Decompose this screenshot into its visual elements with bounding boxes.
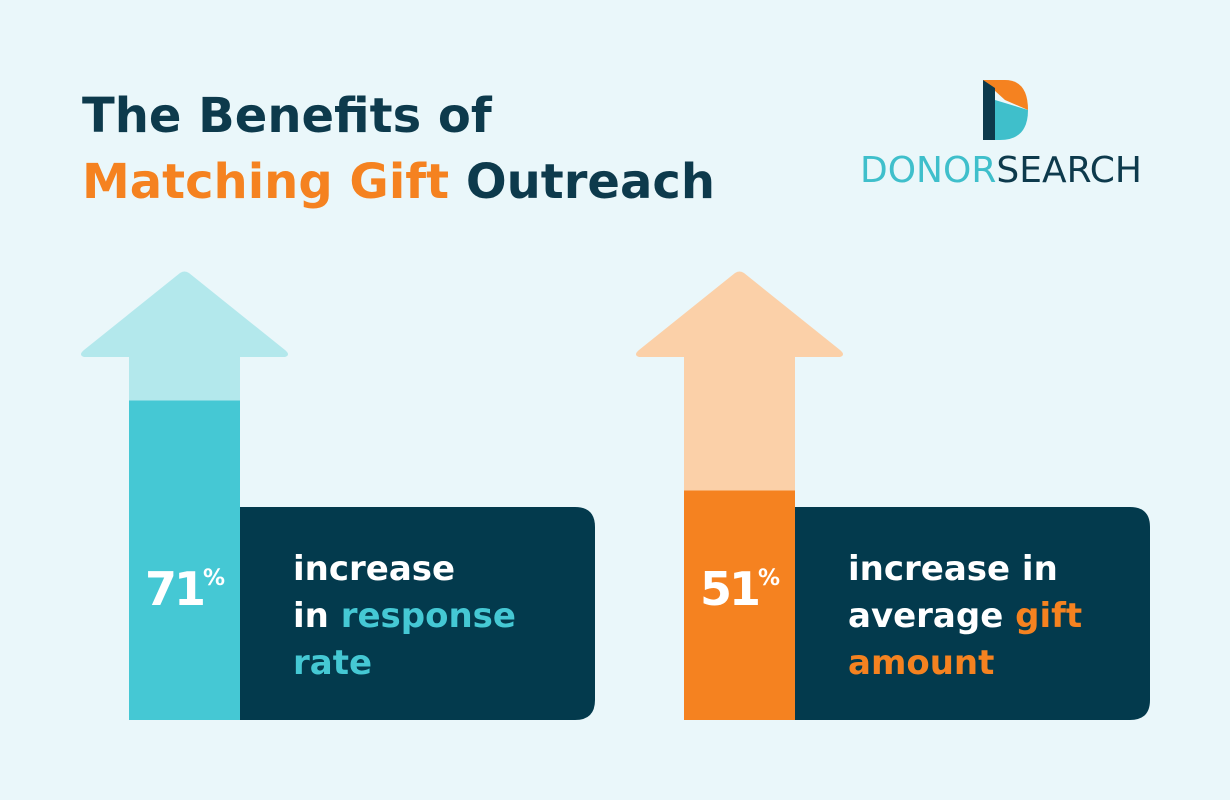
stat-description-segment: increase in <box>848 549 1058 589</box>
stat-description-line: increase <box>293 549 455 589</box>
stat-description-line: average gift <box>848 596 1082 636</box>
stat-value: 71 <box>145 562 203 616</box>
logo-icon <box>983 80 1028 140</box>
title-segment: The Benefits of <box>82 88 493 144</box>
stat-value: 51 <box>700 562 758 616</box>
stat-description-segment: amount <box>848 643 994 683</box>
stat-description-segment: gift <box>1015 596 1082 636</box>
title-segment: Outreach <box>449 154 715 210</box>
stat-number: 51% <box>700 562 780 616</box>
stat-unit: % <box>758 566 780 591</box>
logo-part: DONOR <box>860 150 996 191</box>
stat-description-segment: average <box>848 596 1015 636</box>
stat-number: 71% <box>145 562 225 616</box>
title-line: Matching Gift Outreach <box>82 154 715 210</box>
title-line: The Benefits of <box>82 88 493 144</box>
stat-box <box>230 507 595 720</box>
stat-description-segment: increase <box>293 549 455 589</box>
title-segment: Matching Gift <box>82 154 449 210</box>
stat-description-line: increase in <box>848 549 1058 589</box>
stat-description-segment: rate <box>293 643 372 683</box>
arrow-fill <box>684 490 795 720</box>
stat-description-line: in response <box>293 596 516 636</box>
stat-card: 51% increase in average gift amount <box>636 271 1150 720</box>
arrow-fill <box>129 400 240 720</box>
stat-unit: % <box>203 566 225 591</box>
logo-text: DONORSEARCH <box>860 150 1142 191</box>
stat-description-line: rate <box>293 643 372 683</box>
stat-description-line: amount <box>848 643 994 683</box>
stat-description-segment: response <box>341 596 516 636</box>
stat-description-segment: in <box>293 596 341 636</box>
stat-card: 71% increase in response rate <box>81 271 595 720</box>
logo-part: SEARCH <box>996 150 1142 191</box>
stat-box <box>785 507 1150 720</box>
